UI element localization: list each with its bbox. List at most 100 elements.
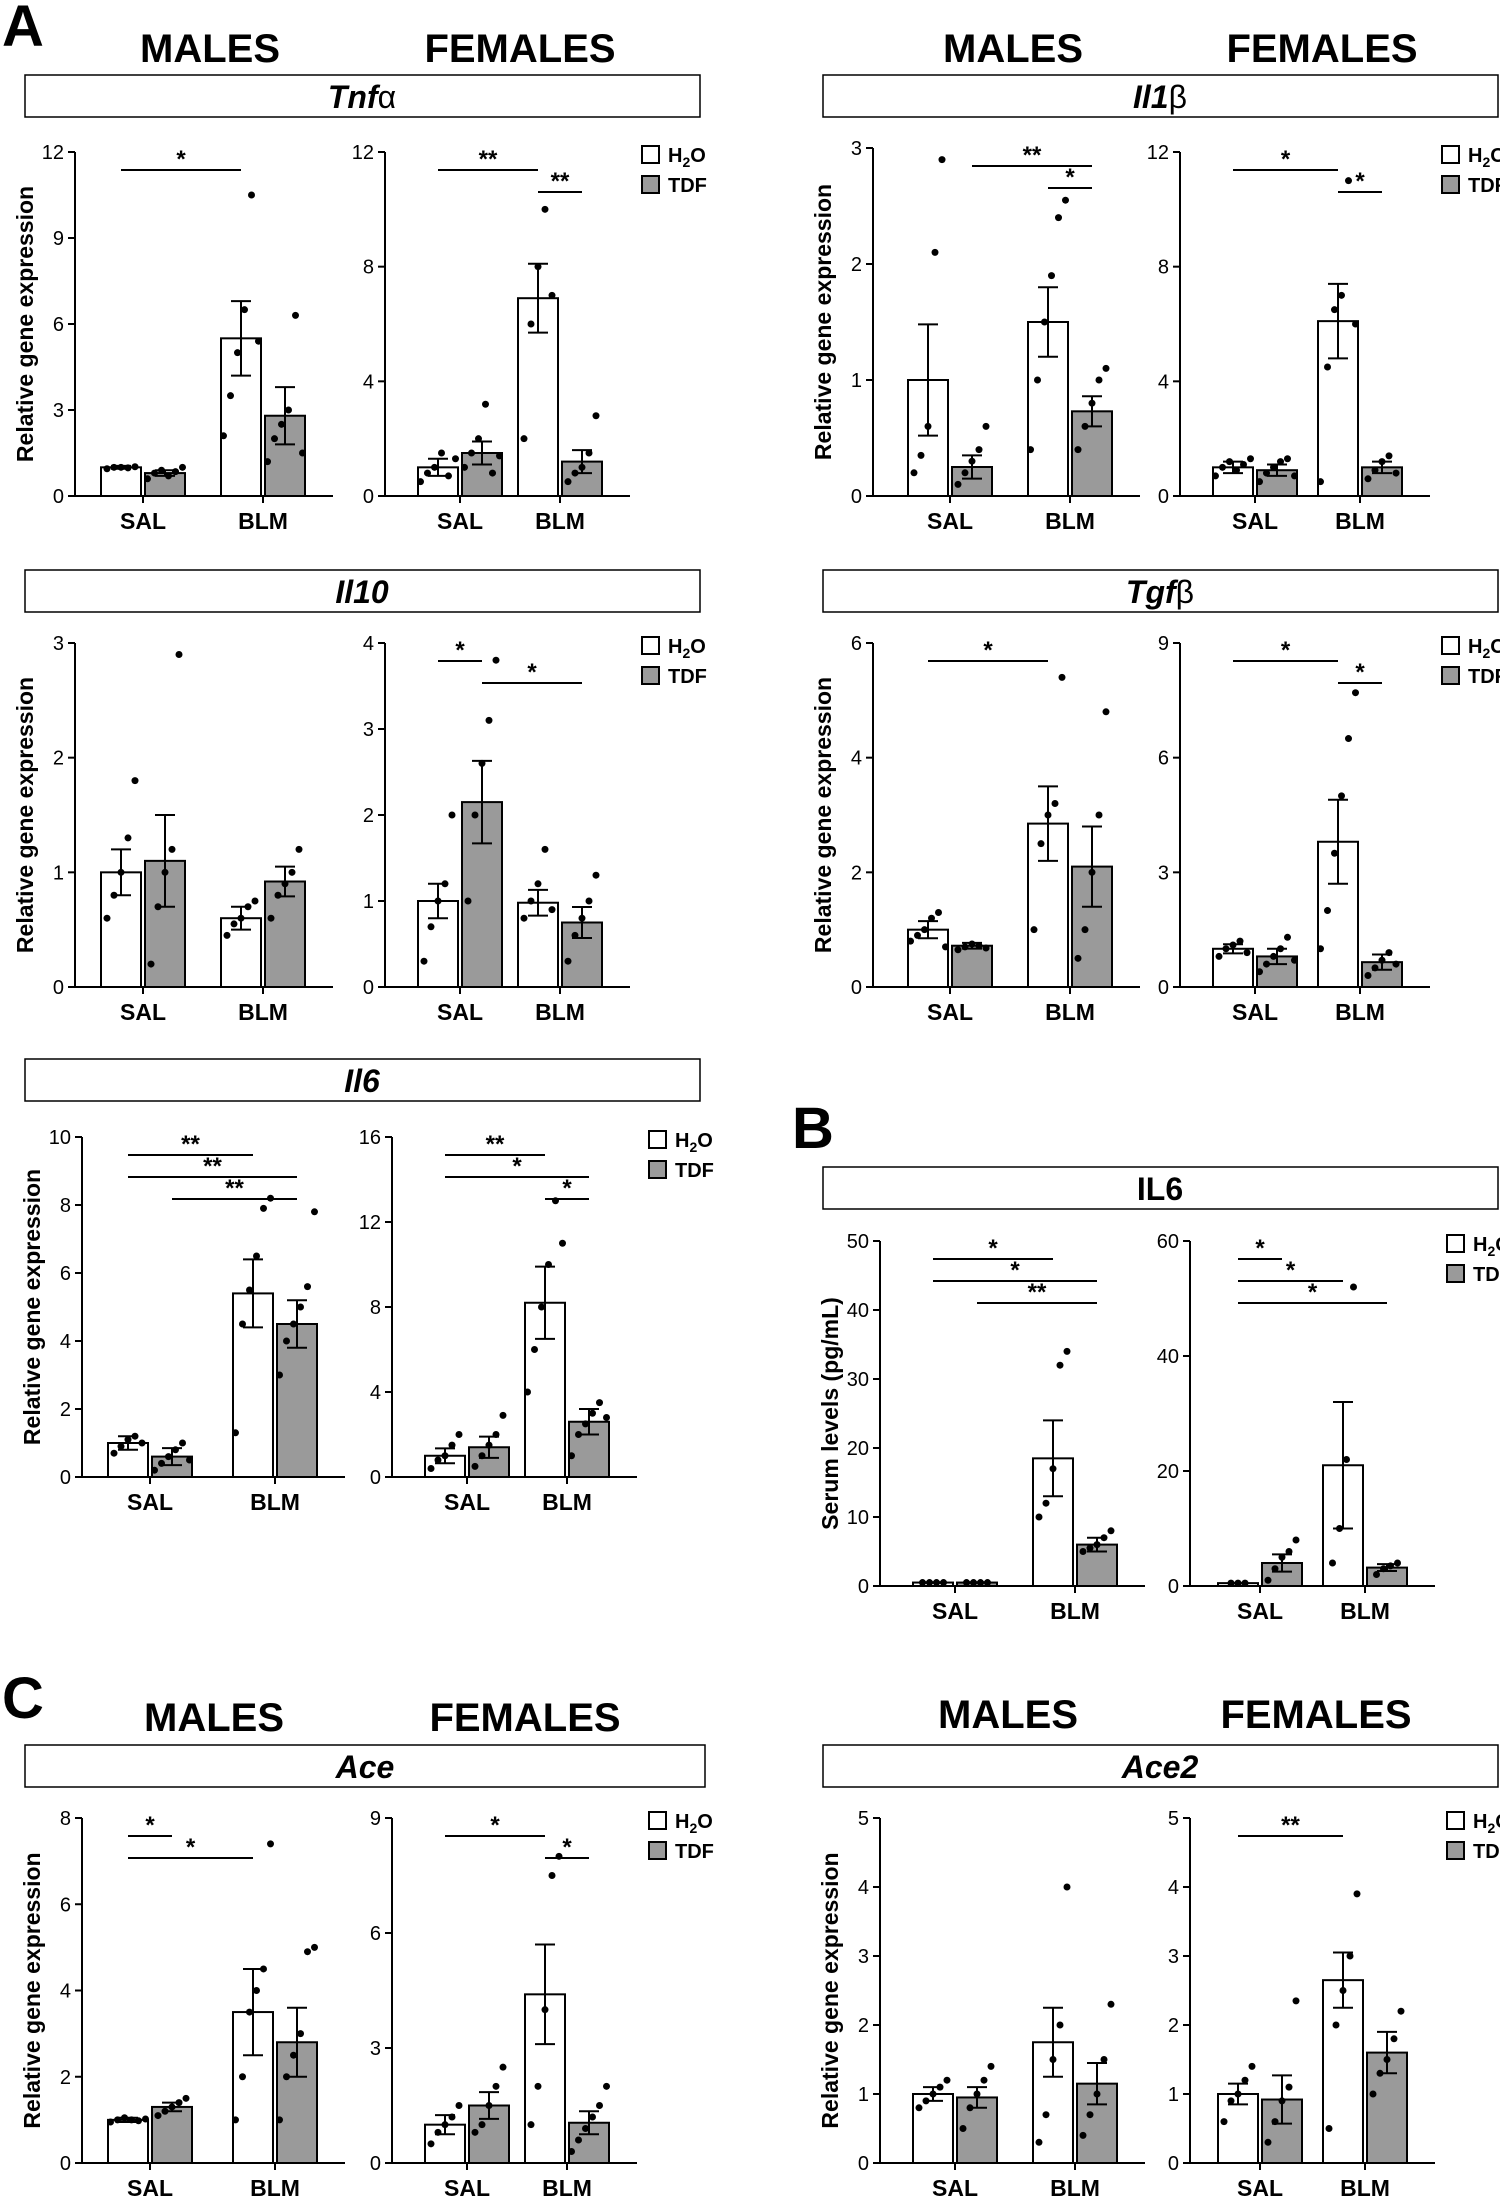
- data-point: [420, 957, 428, 965]
- legend-swatch-tdf: [1446, 1264, 1465, 1283]
- data-point: [980, 2076, 988, 2084]
- data-point: [520, 914, 528, 922]
- x-tick-label: BLM: [1340, 1598, 1390, 1624]
- y-tick-label: 0: [53, 977, 64, 999]
- y-tick-label: 9: [53, 228, 64, 250]
- y-tick-label: 3: [363, 719, 374, 741]
- y-tick-label: 1: [851, 370, 862, 392]
- data-point: [478, 759, 486, 767]
- data-point: [227, 392, 234, 400]
- header-c-right-males: MALES: [938, 1693, 1078, 1737]
- data-point: [571, 469, 579, 477]
- data-point: [448, 811, 456, 819]
- data-point: [973, 2090, 981, 2098]
- data-point: [179, 1439, 186, 1447]
- data-point: [441, 880, 449, 888]
- data-point: [954, 480, 962, 488]
- legend-swatch-h2o: [648, 1811, 667, 1830]
- y-tick-label: 2: [60, 2067, 71, 2089]
- y-axis-label: Relative gene expression: [810, 677, 836, 953]
- data-point: [910, 469, 918, 477]
- data-point: [1271, 2118, 1279, 2126]
- x-tick-label: SAL: [120, 508, 166, 534]
- data-point: [165, 1453, 172, 1461]
- data-point: [110, 891, 118, 899]
- data-point: [253, 1987, 260, 1994]
- y-tick-label: 3: [851, 138, 862, 160]
- data-point: [1390, 2035, 1398, 2043]
- data-point: [1243, 949, 1251, 957]
- title-box-il6: Il6: [24, 1058, 701, 1102]
- title-il1b-main: Il1: [1133, 79, 1169, 115]
- x-tick-label: BLM: [1050, 2175, 1100, 2201]
- data-point: [585, 897, 593, 905]
- title-tgfb-main: Tgf: [1126, 574, 1179, 610]
- data-point: [1331, 306, 1338, 314]
- y-axis-label: Relative gene expression: [12, 677, 38, 953]
- data-point: [154, 903, 162, 911]
- data-point: [110, 463, 118, 471]
- data-point: [304, 1948, 311, 1956]
- title-ace2: Ace2: [1121, 1749, 1199, 1785]
- title-il6: Il6: [344, 1063, 380, 1099]
- data-point: [982, 422, 990, 430]
- data-point: [924, 422, 932, 430]
- data-point: [1376, 2069, 1384, 2077]
- y-tick-label: 12: [352, 142, 374, 164]
- y-tick-label: 4: [370, 1382, 381, 1404]
- data-point: [1285, 2083, 1293, 2091]
- title-box-il1b: Il1β: [822, 74, 1499, 118]
- data-point: [1271, 1565, 1279, 1573]
- data-point: [541, 205, 549, 213]
- title-box-tgfb: Tgfβ: [822, 569, 1499, 613]
- data-point: [232, 2116, 239, 2124]
- y-tick-label: 3: [858, 1946, 869, 1968]
- y-tick-label: 4: [363, 371, 374, 393]
- data-point: [168, 845, 176, 853]
- data-point: [1317, 478, 1324, 486]
- data-point: [1212, 472, 1219, 480]
- x-tick-label: SAL: [932, 2175, 978, 2201]
- data-point: [1044, 811, 1052, 819]
- data-point: [1222, 945, 1230, 953]
- data-point: [427, 1465, 435, 1472]
- data-point: [578, 463, 586, 471]
- data-point: [961, 469, 969, 477]
- data-point: [1219, 463, 1226, 471]
- y-axis-label: Relative gene expression: [19, 1852, 45, 2128]
- data-point: [427, 2140, 435, 2148]
- data-point: [1392, 469, 1400, 477]
- data-point: [295, 845, 303, 853]
- data-point: [445, 472, 452, 480]
- chart-il10-males: 0 1 2 3 SAL BLM Relative gene expression: [12, 633, 333, 1025]
- data-point: [441, 2121, 449, 2129]
- significance-label: *: [988, 1235, 998, 1262]
- data-point: [478, 2121, 486, 2129]
- x-tick-label: SAL: [932, 1598, 978, 1624]
- data-point: [267, 914, 275, 922]
- y-tick-label: 8: [60, 1808, 71, 1830]
- legend-label-h2o: H2O: [1473, 1234, 1500, 1259]
- data-point: [461, 463, 468, 471]
- legend-label-tdf: TDF: [675, 1160, 714, 1182]
- y-tick-label: 8: [370, 1297, 381, 1319]
- y-tick-label: 0: [60, 2153, 71, 2175]
- data-point: [1236, 937, 1244, 945]
- data-point: [1086, 1544, 1094, 1552]
- data-point: [1383, 2056, 1391, 2063]
- data-point: [424, 469, 431, 477]
- data-point: [431, 463, 438, 471]
- header-c-left-males: MALES: [144, 1696, 284, 1740]
- x-tick-label: SAL: [1237, 2175, 1283, 2201]
- data-point: [128, 2116, 135, 2124]
- x-tick-label: BLM: [1335, 999, 1385, 1025]
- data-point: [1035, 2138, 1043, 2146]
- legend-swatch-tdf: [648, 1841, 667, 1860]
- data-point: [278, 420, 285, 428]
- chart-tgfb-females: 0 3 6 9 SAL BLM * * H2O TDF: [1158, 633, 1500, 1025]
- data-point: [471, 1462, 479, 1470]
- data-point: [151, 469, 158, 477]
- data-point: [1079, 2131, 1087, 2139]
- data-point: [478, 1452, 486, 1460]
- data-point: [232, 1429, 239, 1437]
